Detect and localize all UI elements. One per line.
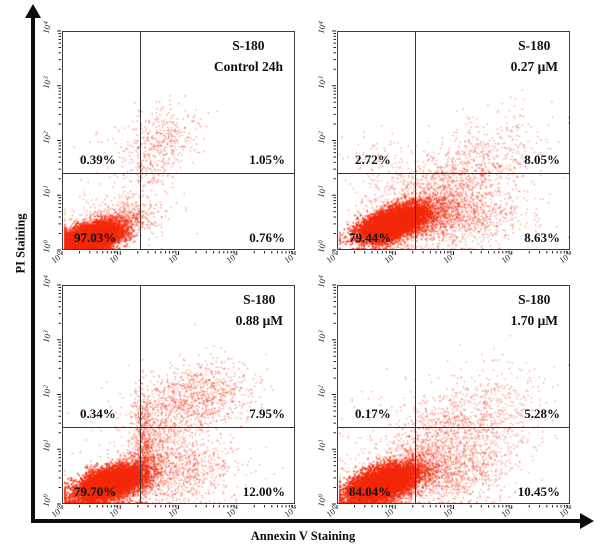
- panel-title: S-180 0.27 μM: [511, 36, 558, 78]
- panel-title-line2: 0.88 μM: [235, 312, 283, 328]
- panel-title: S-180 1.70 μM: [511, 290, 558, 332]
- quadrant-pct-upper-left: 0.39%: [80, 151, 116, 167]
- y-tick-label: 103: [315, 75, 328, 90]
- y-tick-label: 100: [40, 239, 53, 254]
- panel-title-line1: S-180: [518, 292, 551, 307]
- quadrant-pct-upper-right: 1.05%: [249, 151, 285, 167]
- quadrant-pct-upper-left: 0.34%: [80, 405, 116, 421]
- quadrant-gate-vertical: [139, 286, 142, 503]
- x-axis-arrow: [31, 519, 582, 523]
- y-tick-label: 104: [40, 20, 53, 35]
- y-tick-label: 100: [40, 493, 53, 508]
- quadrant-pct-upper-left: 0.17%: [355, 405, 391, 421]
- panel-title: S-180 0.88 μM: [236, 290, 283, 332]
- y-tick-label: 102: [315, 129, 328, 145]
- scatter-dots-canvas: [338, 32, 569, 249]
- y-tick-label: 103: [40, 329, 53, 344]
- flow-panel-0-88-uM: S-180 0.88 μM 0.34% 7.95% 79.70% 12.00% …: [40, 274, 296, 519]
- y-tick-label: 103: [40, 75, 53, 90]
- quadrant-pct-upper-right: 5.28%: [524, 405, 560, 421]
- axis-ticks: [332, 284, 571, 509]
- panel-title-line1: S-180: [232, 38, 265, 53]
- axis-ticks: [332, 30, 571, 255]
- quadrant-pct-upper-right: 7.95%: [249, 405, 285, 421]
- y-tick-label: 104: [315, 274, 328, 289]
- quadrant-pct-lower-left: 79.44%: [349, 230, 392, 245]
- y-tick-label: 102: [315, 383, 328, 399]
- panel-title-line2: 0.27 μM: [510, 58, 558, 74]
- quadrant-pct-upper-right: 8.05%: [524, 151, 560, 167]
- flow-panel-1-70-uM: S-180 1.70 μM 0.17% 5.28% 84.04% 10.45% …: [315, 274, 571, 519]
- scatter-dots-canvas: [338, 286, 569, 503]
- y-tick-label: 104: [40, 274, 53, 289]
- panel-title-line1: S-180: [243, 292, 276, 307]
- y-tick-label: 103: [315, 329, 328, 344]
- quadrant-gate-horizontal: [63, 426, 294, 428]
- panel-title-line1: S-180: [518, 38, 551, 53]
- y-axis-arrowhead-icon: [25, 4, 41, 18]
- quadrant-gate-horizontal: [63, 172, 294, 174]
- y-tick-label: 100: [315, 239, 328, 254]
- panel-title: S-180 Control 24h: [214, 36, 283, 78]
- x-axis-label: Annexin V Staining: [250, 529, 356, 543]
- y-tick-label: 101: [40, 184, 53, 200]
- quadrant-gate-vertical: [139, 32, 142, 249]
- x-axis-arrowhead-icon: [580, 513, 594, 529]
- quadrant-gate-vertical: [414, 32, 417, 249]
- y-tick-label: 101: [315, 184, 328, 200]
- axis-ticks: [57, 284, 296, 509]
- y-tick-label: 104: [315, 20, 328, 35]
- quadrant-pct-lower-right: 12.00%: [242, 484, 285, 499]
- quadrant-pct-lower-right: 8.63%: [524, 230, 560, 245]
- quadrant-gate-horizontal: [338, 172, 569, 174]
- quadrant-pct-upper-left: 2.72%: [355, 151, 391, 167]
- scatter-dots-canvas: [63, 32, 294, 249]
- flow-panel-control-24h: S-180 Control 24h 0.39% 1.05% 97.03% 0.7…: [40, 20, 296, 265]
- y-tick-label: 102: [40, 383, 53, 399]
- y-axis-label: PI Staining: [13, 213, 28, 274]
- panel-title-line2: Control 24h: [213, 58, 283, 74]
- y-axis-arrow: [31, 16, 35, 522]
- y-tick-label: 100: [315, 493, 328, 508]
- quadrant-pct-lower-right: 0.76%: [249, 230, 285, 245]
- quadrant-gate-horizontal: [338, 426, 569, 428]
- axis-ticks: [57, 30, 296, 255]
- scatter-dots-canvas: [63, 286, 294, 503]
- y-tick-label: 102: [40, 129, 53, 145]
- quadrant-pct-lower-left: 84.04%: [349, 484, 392, 499]
- flow-panel-0-27-uM: S-180 0.27 μM 2.72% 8.05% 79.44% 8.63% 1…: [315, 20, 571, 265]
- quadrant-gate-vertical: [414, 286, 417, 503]
- y-tick-label: 101: [40, 438, 53, 454]
- y-tick-label: 101: [315, 438, 328, 454]
- panel-title-line2: 1.70 μM: [510, 312, 558, 328]
- quadrant-pct-lower-right: 10.45%: [517, 484, 560, 499]
- quadrant-pct-lower-left: 97.03%: [74, 230, 117, 245]
- quadrant-pct-lower-left: 79.70%: [74, 484, 117, 499]
